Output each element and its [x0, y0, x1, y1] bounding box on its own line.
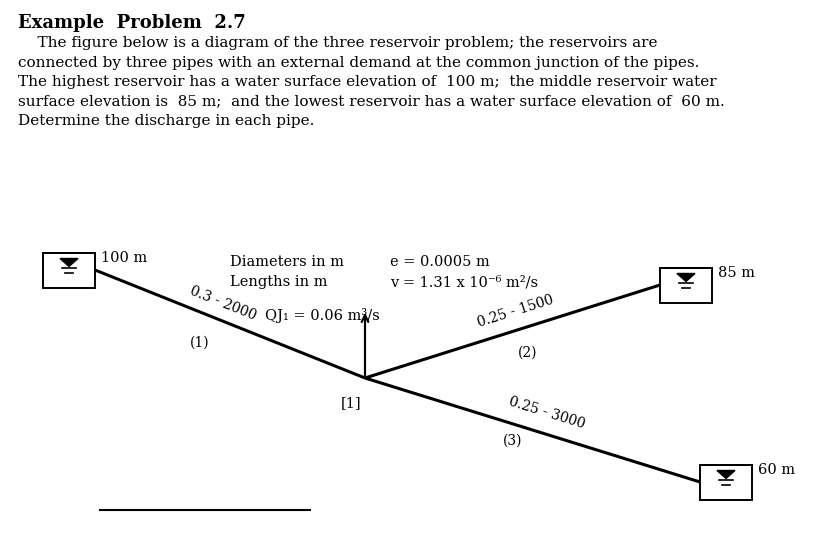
Text: 60 m: 60 m [758, 463, 795, 477]
Text: The figure below is a diagram of the three reservoir problem; the reservoirs are: The figure below is a diagram of the thr… [18, 36, 657, 50]
Text: (1): (1) [190, 336, 210, 350]
Bar [660, 268, 712, 302]
Text: Lengths in m: Lengths in m [230, 275, 328, 289]
Text: Determine the discharge in each pipe.: Determine the discharge in each pipe. [18, 114, 314, 128]
Text: [1]: [1] [340, 396, 361, 410]
Polygon shape [717, 471, 735, 479]
Text: 0.3 - 2000: 0.3 - 2000 [188, 284, 258, 323]
Bar [43, 252, 95, 287]
Text: 85 m: 85 m [718, 266, 755, 280]
Text: 0.25 - 3000: 0.25 - 3000 [507, 395, 586, 432]
Text: QJ₁ = 0.06 m³/s: QJ₁ = 0.06 m³/s [265, 308, 379, 323]
Text: surface elevation is  85 m;  and the lowest reservoir has a water surface elevat: surface elevation is 85 m; and the lowes… [18, 95, 725, 108]
Text: Example  Problem  2.7: Example Problem 2.7 [18, 14, 246, 32]
Text: connected by three pipes with an external demand at the common junction of the p: connected by three pipes with an externa… [18, 55, 700, 70]
Text: v = 1.31 x 10⁻⁶ m²/s: v = 1.31 x 10⁻⁶ m²/s [390, 275, 538, 289]
Text: e = 0.0005 m: e = 0.0005 m [390, 255, 490, 269]
Polygon shape [60, 258, 78, 267]
Text: (3): (3) [503, 434, 522, 448]
Bar [700, 465, 752, 499]
Text: (2): (2) [518, 345, 537, 360]
Polygon shape [677, 274, 695, 281]
Text: The highest reservoir has a water surface elevation of  100 m;  the middle reser: The highest reservoir has a water surfac… [18, 75, 716, 89]
Text: 0.25 - 1500: 0.25 - 1500 [475, 292, 555, 330]
Text: 100 m: 100 m [101, 251, 148, 265]
Text: Diameters in m: Diameters in m [230, 255, 344, 269]
